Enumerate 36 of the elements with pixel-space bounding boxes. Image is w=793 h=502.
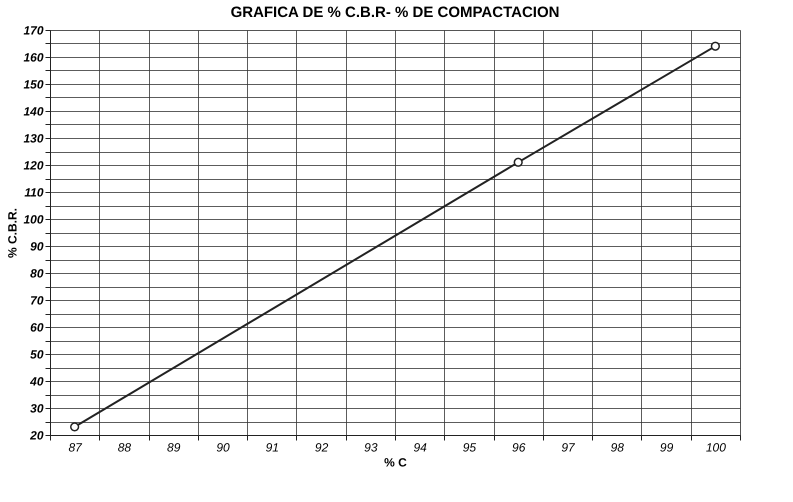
y-tick-label: 150 [23,78,44,92]
x-tick-label: 97 [561,440,576,454]
point [710,42,720,51]
y-tick-label: 80 [30,266,44,280]
y-tick-label: 110 [24,186,44,200]
y-tick-label: 130 [23,132,44,146]
x-tick-label: 95 [462,440,476,454]
y-tick-label: 90 [30,240,44,254]
y-tick-label: 170 [23,24,44,38]
y-tick-label: 160 [23,50,44,64]
y-tick-label: 100 [23,212,44,226]
y-tick-label: 30 [30,402,44,416]
y-axis-title: % C.B.R. [5,208,20,258]
x-axis-title: % C [384,456,408,470]
x-tick-label: 96 [512,440,526,454]
x-tick-label: 92 [314,440,329,454]
x-tick-label: 99 [660,440,674,454]
x-tick-label: 89 [167,440,181,454]
x-tick-label: 94 [413,440,428,454]
y-tick-label: 140 [23,104,44,118]
y-tick-label: 120 [23,158,44,172]
y-tick-label: 40 [29,374,44,388]
y-tick-label: 50 [30,348,44,362]
x-tick-label: 90 [216,440,230,454]
x-tick-label: 100 [706,440,726,454]
point [70,422,80,432]
chart-title: GRAFICA DE % C.B.R- % DE COMPACTACION [230,4,560,21]
x-tick-label: 93 [364,440,378,454]
y-tick-label: 20 [29,428,44,442]
y-tick-label: 70 [30,294,44,308]
x-tick-label: 87 [68,440,84,454]
x-tick-label: 91 [266,440,279,454]
x-tick-label: 98 [610,440,624,454]
x-tick-label: 88 [118,440,132,454]
point [514,158,523,167]
y-tick-label: 60 [30,320,44,334]
